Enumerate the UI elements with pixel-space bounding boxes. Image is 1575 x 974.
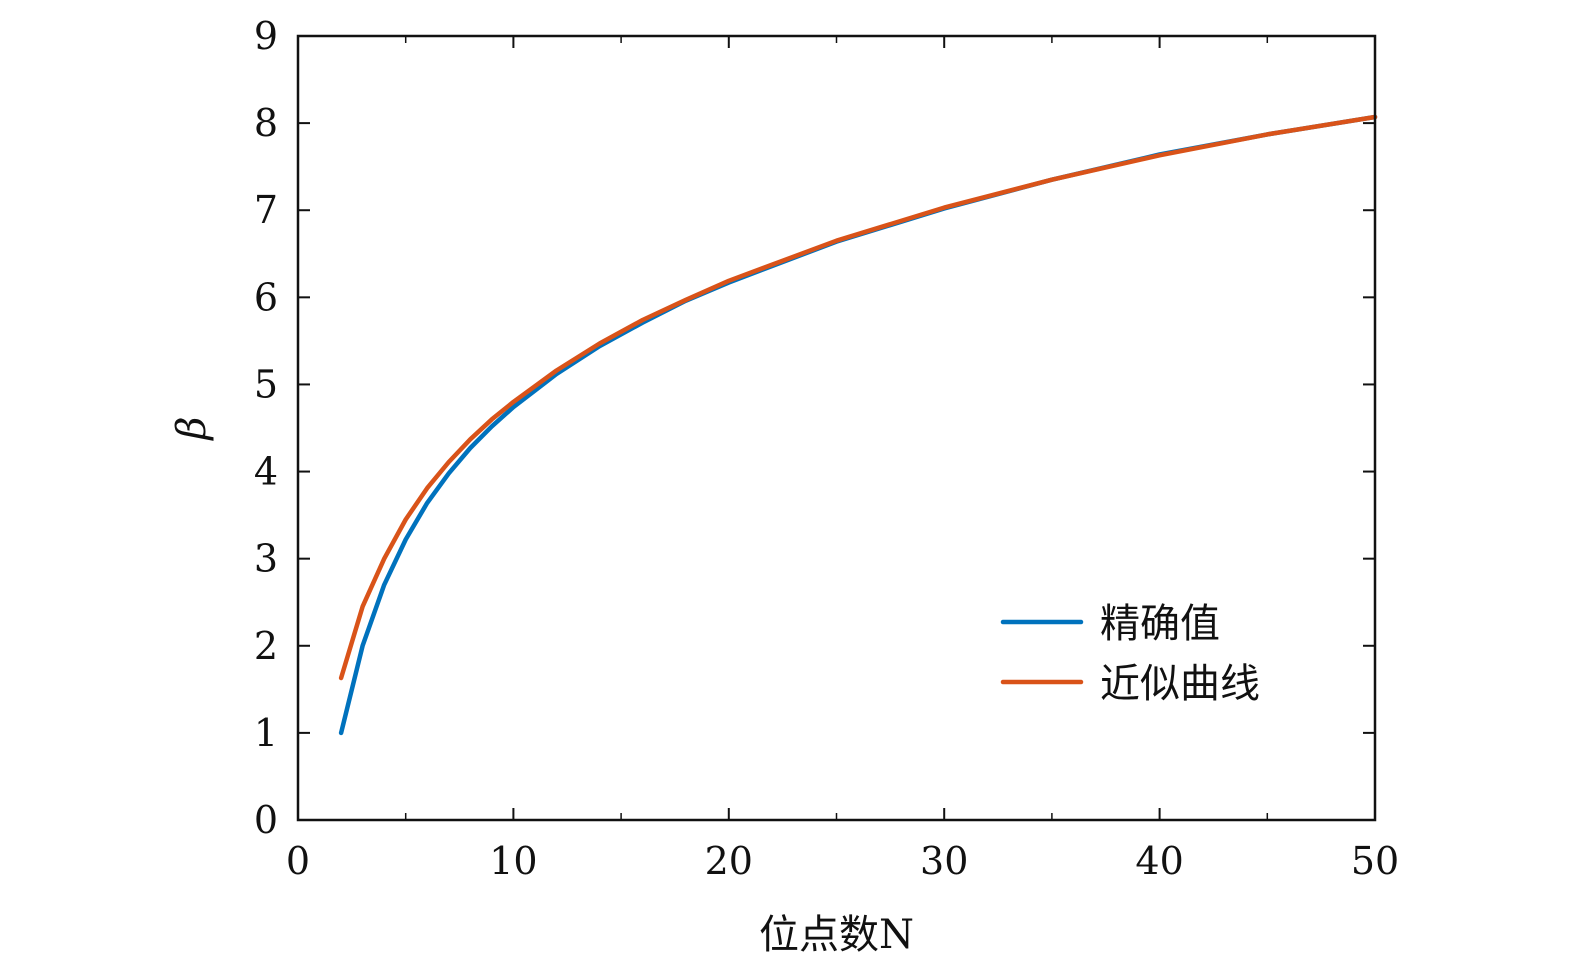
y-tick-label-3: 3	[254, 537, 278, 581]
x-tick-label-40: 40	[1135, 839, 1183, 883]
x-tick-label-50: 50	[1351, 839, 1399, 883]
x-tick-label-20: 20	[705, 839, 753, 883]
y-tick-label-4: 4	[254, 450, 278, 494]
legend-label-approx: 近似曲线	[1100, 661, 1260, 707]
legend-label-exact: 精确值	[1100, 601, 1220, 647]
x-axis-label: 位点数N	[759, 912, 914, 958]
y-tick-label-0: 0	[254, 798, 278, 842]
y-tick-label-8: 8	[254, 101, 278, 145]
y-tick-label-5: 5	[254, 362, 278, 406]
y-tick-label-1: 1	[254, 711, 278, 755]
series-line-1	[338, 114, 1378, 681]
plot-area	[296, 34, 1377, 822]
x-tick-label-10: 10	[489, 839, 537, 883]
series-group	[338, 114, 1378, 736]
legend: 精确值 近似曲线	[1000, 601, 1260, 707]
y-tick-label-9: 9	[254, 14, 278, 58]
y-axis-label: β	[169, 416, 215, 441]
ticks-group: 0 10 20 30 40 50 0 1 2 3 4 5 6 7 8 9	[254, 14, 1399, 883]
y-tick-label-7: 7	[254, 188, 278, 232]
y-tick-label-6: 6	[254, 275, 278, 319]
x-tick-label-30: 30	[920, 839, 968, 883]
y-tick-label-2: 2	[254, 624, 278, 668]
x-tick-label-0: 0	[286, 839, 310, 883]
